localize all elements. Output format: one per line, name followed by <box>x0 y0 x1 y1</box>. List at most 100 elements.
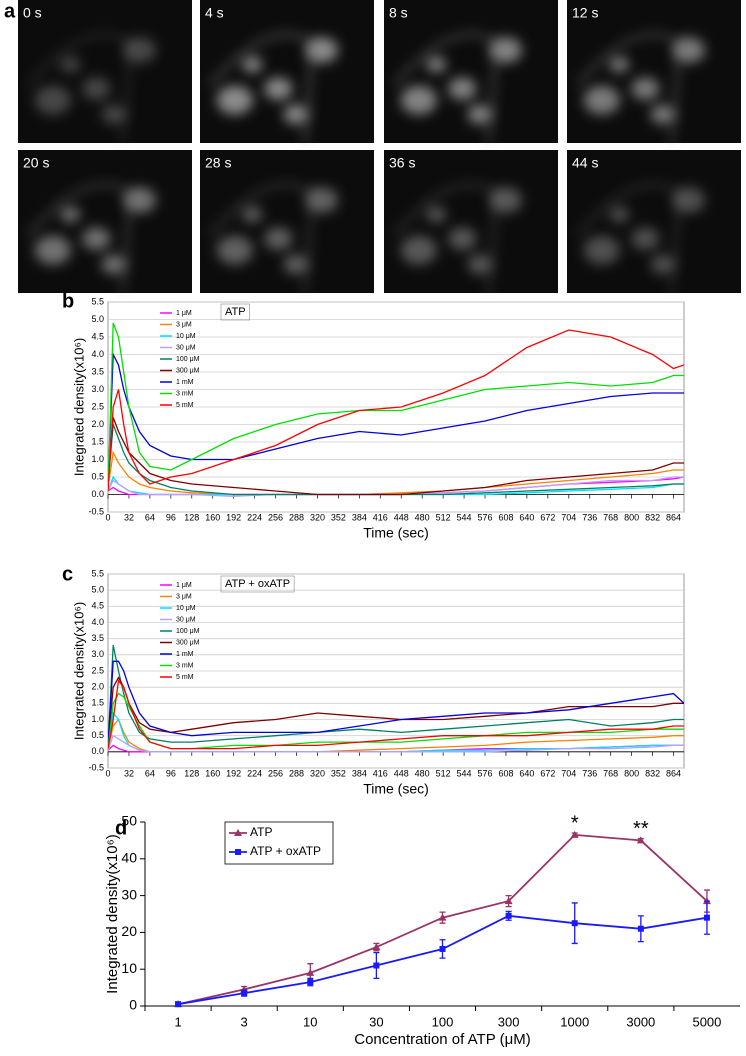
legend-label: 1 mM <box>176 379 194 386</box>
x-tick-label: 768 <box>603 768 618 778</box>
marker <box>241 990 248 997</box>
series-line <box>108 417 684 496</box>
cell <box>400 85 437 115</box>
x-tick-label: 288 <box>289 768 304 778</box>
y-tick-label: 2.5 <box>91 665 104 675</box>
y-tick-label: 5.0 <box>91 585 104 595</box>
cell <box>426 56 447 73</box>
x-tick-label: 800 <box>624 512 639 522</box>
y-tick-label: 4.0 <box>91 349 104 359</box>
cell <box>82 77 111 100</box>
marker <box>175 1001 182 1008</box>
cell <box>216 85 253 115</box>
marker <box>372 943 381 951</box>
cell <box>609 56 630 73</box>
x-tick-label: 608 <box>498 512 513 522</box>
x-tick-label: 30 <box>369 1014 383 1029</box>
y-tick-label: 1.5 <box>91 436 104 446</box>
x-tick-label: 800 <box>624 768 639 778</box>
y-tick-label: 5.5 <box>91 568 104 578</box>
cell <box>631 227 660 250</box>
cell <box>631 77 660 100</box>
x-tick-label: 32 <box>124 512 134 522</box>
legend-label: 5 mM <box>176 402 194 409</box>
marker <box>438 913 447 921</box>
cell <box>583 235 620 265</box>
legend-title: ATP <box>225 306 246 318</box>
legend-label: ATP + oxATP <box>250 844 321 858</box>
x-tick-label: 672 <box>540 768 555 778</box>
x-tick-label: 96 <box>166 512 176 522</box>
cell-process <box>575 182 683 294</box>
cell <box>242 206 263 223</box>
cell <box>467 104 492 124</box>
x-tick-label: 448 <box>394 512 409 522</box>
legend-box <box>224 821 334 865</box>
x-tick-label: 736 <box>582 512 597 522</box>
series-line <box>108 351 684 488</box>
x-tick-label: 480 <box>415 768 430 778</box>
frame-time: 8 s <box>389 5 408 21</box>
frame-time: 0 s <box>23 5 42 21</box>
x-tick-label: 192 <box>226 768 241 778</box>
x-tick-label: 480 <box>415 512 430 522</box>
y-tick-label: 1.5 <box>91 698 104 708</box>
legend-label: 3 μM <box>176 321 192 328</box>
y-tick-label: 1.0 <box>91 454 104 464</box>
x-tick-label: 224 <box>247 768 262 778</box>
legend-label: 1 μM <box>176 310 192 317</box>
x-tick-label: 0 <box>105 768 110 778</box>
x-tick-label: 3 <box>241 1014 248 1029</box>
y-tick-label: 50 <box>121 813 137 829</box>
cell <box>216 235 253 265</box>
legend-label: 3 mM <box>176 662 194 669</box>
cell-process <box>208 32 316 144</box>
y-tick-label: 30 <box>121 886 137 902</box>
marker <box>570 830 579 838</box>
x-tick-label: 3000 <box>626 1014 655 1029</box>
legend-label: 30 μM <box>176 344 196 351</box>
x-axis-title: Concentration of ATP (μM) <box>354 1031 531 1048</box>
marker <box>505 912 512 919</box>
panel-label: a <box>4 0 16 22</box>
series-line <box>108 644 684 746</box>
x-tick-label: 416 <box>373 512 388 522</box>
y-tick-label: 2.5 <box>91 401 104 411</box>
y-tick-label: 20 <box>121 923 137 939</box>
marker <box>504 897 513 905</box>
cell-process <box>208 182 316 294</box>
x-tick-label: 384 <box>352 512 367 522</box>
frame-time: 28 s <box>205 155 231 171</box>
y-tick-label: 0.0 <box>91 489 104 499</box>
cell <box>400 235 437 265</box>
x-tick-label: 288 <box>289 512 304 522</box>
frame-time: 44 s <box>572 155 598 171</box>
cell-process <box>392 32 500 144</box>
x-tick-label: 1 <box>174 1014 181 1029</box>
legend-title: ATP + oxATP <box>225 578 290 590</box>
cell-blobs <box>34 37 156 124</box>
cell <box>82 227 111 250</box>
cell <box>609 206 630 223</box>
panel-label: b <box>62 290 74 312</box>
marker <box>307 979 314 986</box>
marker <box>373 962 380 969</box>
marker <box>571 920 578 927</box>
x-tick-label: 10 <box>303 1014 317 1029</box>
x-tick-label: 1000 <box>560 1014 589 1029</box>
cell <box>650 104 675 124</box>
legend-marker <box>234 829 242 836</box>
x-tick-label: 352 <box>331 512 346 522</box>
series-line <box>108 679 684 750</box>
x-tick-label: 300 <box>498 1014 520 1029</box>
x-tick-label: 224 <box>247 512 262 522</box>
y-tick-label: 40 <box>121 850 137 866</box>
x-tick-label: 64 <box>145 512 155 522</box>
legend-label: 10 μM <box>176 333 196 340</box>
cell <box>101 254 126 274</box>
x-tick-label: 128 <box>184 512 199 522</box>
y-tick-label: 4.5 <box>91 601 104 611</box>
x-tick-label: 160 <box>205 512 220 522</box>
y-tick-label: 2.0 <box>91 419 104 429</box>
legend-label: 100 μM <box>176 356 200 363</box>
